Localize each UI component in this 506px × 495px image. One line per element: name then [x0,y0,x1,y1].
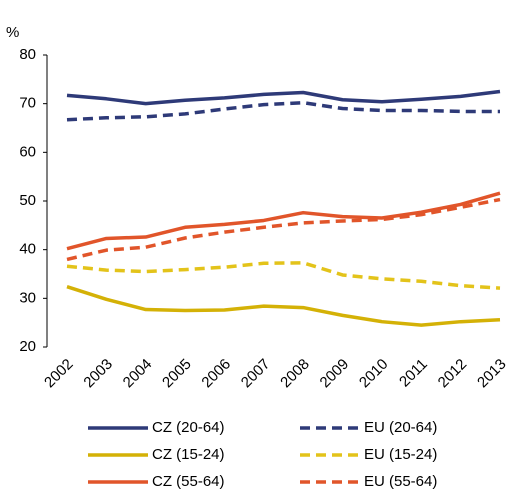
legend-label: CZ (55-64) [152,473,225,490]
y-tick-label: 80 [19,46,36,63]
legend-label: EU (55-64) [364,473,437,490]
y-tick-label: 40 [19,241,36,258]
x-tick-label: 2013 [474,356,506,392]
x-tick-label: 2002 [41,356,77,392]
series-line [66,197,501,262]
series-line [66,100,500,122]
series-line [66,191,501,251]
x-tick-label: 2006 [198,356,234,392]
x-tick-label: 2005 [159,356,195,392]
legend-label: CZ (20-64) [152,419,225,436]
series-line [66,261,501,290]
x-tick-label: 2003 [80,356,116,392]
legend-label: CZ (15-24) [152,446,225,463]
x-tick-label: 2012 [435,356,471,392]
y-tick-label: 50 [19,192,36,209]
x-tick-label: 2007 [238,356,274,392]
y-tick-label: 60 [19,143,36,160]
legend-label: EU (20-64) [364,419,437,436]
series-line [66,284,501,327]
y-tick-label: 20 [19,338,36,355]
x-tick-label: 2010 [356,356,392,392]
x-tick-label: 2011 [396,356,431,391]
y-axis-label: % [6,24,19,41]
y-tick-label: 70 [19,95,36,112]
x-tick-label: 2009 [317,356,353,392]
x-tick-label: 2008 [277,356,313,392]
legend-label: EU (15-24) [364,446,437,463]
series-line [66,89,501,106]
y-tick-label: 30 [19,289,36,306]
x-tick-label: 2004 [120,356,156,392]
